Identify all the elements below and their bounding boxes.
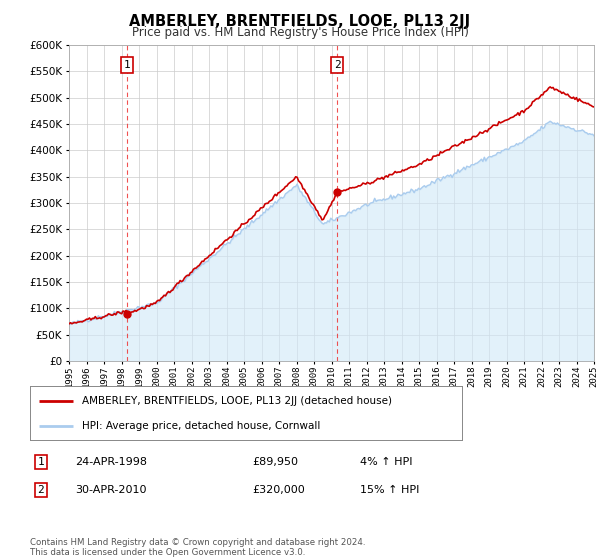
- Text: HPI: Average price, detached house, Cornwall: HPI: Average price, detached house, Corn…: [82, 421, 320, 431]
- Text: 24-APR-1998: 24-APR-1998: [75, 457, 147, 467]
- Text: 1: 1: [124, 60, 130, 70]
- Text: 1: 1: [37, 457, 44, 467]
- Text: Price paid vs. HM Land Registry's House Price Index (HPI): Price paid vs. HM Land Registry's House …: [131, 26, 469, 39]
- Text: £320,000: £320,000: [252, 485, 305, 495]
- Text: AMBERLEY, BRENTFIELDS, LOOE, PL13 2JJ (detached house): AMBERLEY, BRENTFIELDS, LOOE, PL13 2JJ (d…: [82, 396, 392, 407]
- Text: £89,950: £89,950: [252, 457, 298, 467]
- Text: 15% ↑ HPI: 15% ↑ HPI: [360, 485, 419, 495]
- Text: 2: 2: [334, 60, 341, 70]
- Text: AMBERLEY, BRENTFIELDS, LOOE, PL13 2JJ: AMBERLEY, BRENTFIELDS, LOOE, PL13 2JJ: [130, 14, 470, 29]
- Text: 2: 2: [37, 485, 44, 495]
- Text: Contains HM Land Registry data © Crown copyright and database right 2024.
This d: Contains HM Land Registry data © Crown c…: [30, 538, 365, 557]
- Text: 4% ↑ HPI: 4% ↑ HPI: [360, 457, 413, 467]
- Text: 30-APR-2010: 30-APR-2010: [75, 485, 146, 495]
